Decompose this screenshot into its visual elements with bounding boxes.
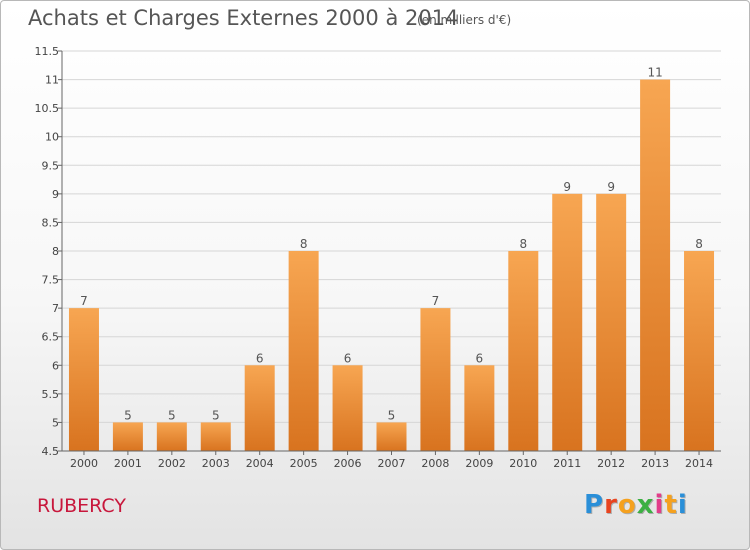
bar: [288, 251, 319, 451]
y-tick-label: 5.5: [42, 388, 60, 401]
data-label: 5: [212, 408, 220, 422]
data-label: 7: [432, 294, 440, 308]
bar: [376, 422, 407, 451]
x-tick-label: 2014: [685, 457, 713, 470]
data-label: 5: [168, 408, 176, 422]
y-tick-label: 11: [45, 74, 59, 87]
data-label: 5: [388, 408, 396, 422]
bar: [508, 251, 539, 451]
commune-name: RUBERCY: [37, 495, 126, 517]
value-labels: 7 5 5 5 6 8 6 5 7 6 8 9 9 11 8: [80, 66, 703, 423]
y-tick-label: 10.5: [35, 102, 60, 115]
logo-letter: r: [604, 490, 618, 520]
y-tick-label: 4.5: [42, 445, 60, 458]
x-tick-label: 2007: [378, 457, 406, 470]
y-tick-label: 6.5: [42, 331, 60, 344]
data-label: 9: [607, 180, 615, 194]
y-tick-label: 7: [52, 302, 59, 315]
logo-letter: x: [636, 490, 655, 520]
x-tick-label: 2004: [246, 457, 274, 470]
x-tick-label: 2000: [70, 457, 98, 470]
bar: [684, 251, 715, 451]
logo-letter: i: [654, 490, 665, 520]
data-label: 8: [519, 237, 527, 251]
x-tick-label: 2010: [509, 457, 537, 470]
x-tick-label: 2008: [421, 457, 449, 470]
data-label: 6: [256, 351, 264, 365]
y-tick-label: 10: [45, 131, 59, 144]
chart-title: Achats et Charges Externes 2000 à 2014: [28, 6, 459, 30]
bar: [244, 365, 275, 451]
bar: [156, 422, 187, 451]
logo-letter: i: [677, 490, 688, 520]
data-label: 7: [80, 294, 88, 308]
y-tick-label: 7.5: [42, 274, 60, 287]
chart-subtitle: (en milliers d'€): [417, 13, 512, 27]
bar: [332, 365, 363, 451]
bars: [68, 79, 715, 452]
y-tick-label: 9.5: [42, 159, 60, 172]
x-tick-label: 2011: [553, 457, 581, 470]
y-tick-label: 6: [52, 359, 59, 372]
data-label: 9: [563, 180, 571, 194]
bar: [464, 365, 495, 451]
y-tick-label: 11.5: [35, 45, 60, 58]
axes: 4.5 5 5.5 6 6.5 7 7.5 8 8.5 9 9.5 10 10.5 11 11.5 2000 2…: [35, 45, 721, 470]
bar: [200, 422, 231, 451]
proxiti-logo[interactable]: Proxiti: [584, 490, 688, 520]
x-tick-label: 2002: [158, 457, 186, 470]
data-label: 11: [647, 66, 662, 80]
data-label: 5: [124, 408, 132, 422]
bar: [420, 308, 451, 451]
logo-letter: o: [617, 490, 637, 520]
bar: [112, 422, 143, 451]
x-tick-label: 2003: [202, 457, 230, 470]
y-tick-label: 9: [52, 188, 59, 201]
x-tick-label: 2009: [465, 457, 493, 470]
x-tick-label: 2013: [641, 457, 669, 470]
x-tick-label: 2001: [114, 457, 142, 470]
bar: [640, 79, 671, 452]
y-tick-label: 8: [52, 245, 59, 258]
x-tick-label: 2005: [290, 457, 318, 470]
data-label: 8: [300, 237, 308, 251]
logo-letter: t: [664, 490, 678, 520]
x-tick-label: 2006: [334, 457, 362, 470]
y-tick-label: 5: [52, 416, 59, 429]
y-tick-label: 8.5: [42, 216, 60, 229]
bar: [552, 193, 583, 451]
bar: [68, 308, 99, 451]
logo-letter: P: [584, 490, 605, 520]
x-tick-label: 2012: [597, 457, 625, 470]
bar: [596, 193, 627, 451]
data-label: 8: [695, 237, 703, 251]
data-label: 6: [344, 351, 352, 365]
data-label: 6: [476, 351, 484, 365]
